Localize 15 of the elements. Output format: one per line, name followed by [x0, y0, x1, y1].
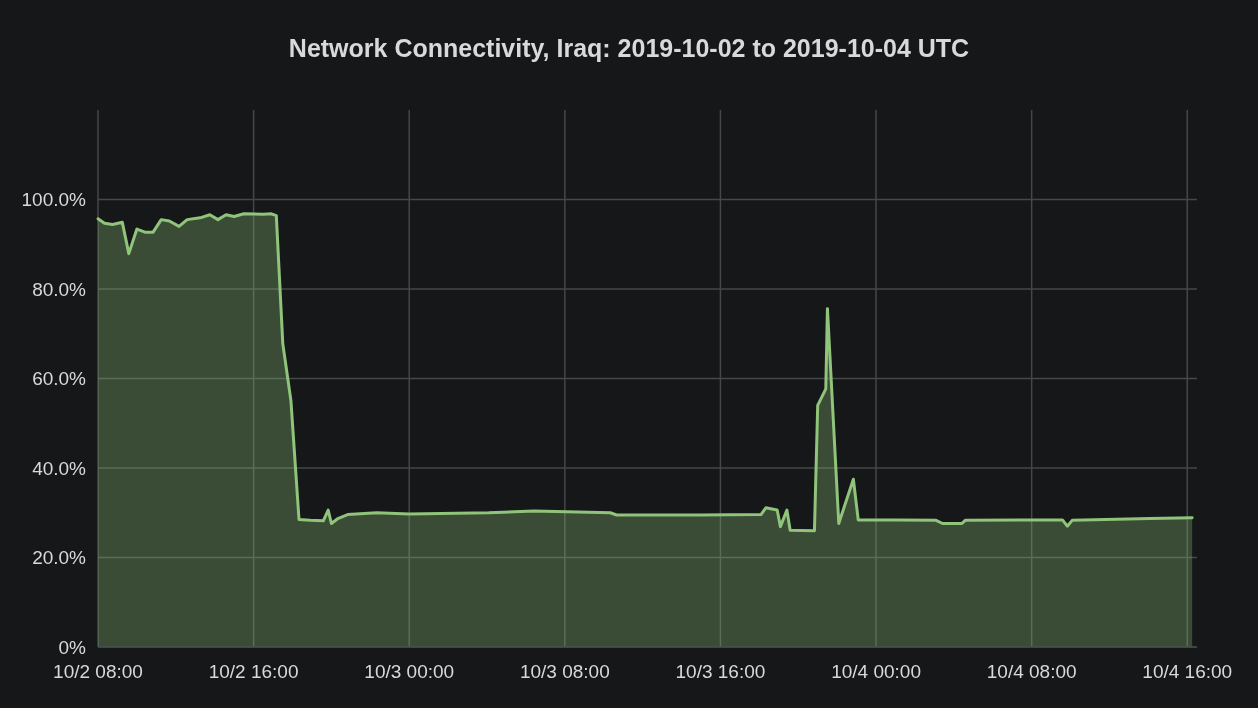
x-tick-label: 10/2 16:00 — [208, 661, 299, 682]
x-tick-label: 10/3 00:00 — [364, 661, 455, 682]
y-tick-label: 80.0% — [32, 278, 87, 300]
x-tick-label: 10/3 16:00 — [675, 661, 766, 682]
y-tick-label: 40.0% — [32, 457, 87, 479]
x-tick-label: 10/4 00:00 — [831, 661, 921, 682]
y-tick-label: 100.0% — [21, 189, 87, 211]
x-tick-label: 10/4 16:00 — [1142, 661, 1233, 682]
y-tick-label: 20.0% — [32, 547, 87, 569]
x-tick-label: 10/4 08:00 — [986, 661, 1077, 682]
x-tick-label: 10/2 08:00 — [53, 661, 143, 682]
y-tick-label: 60.0% — [32, 368, 87, 390]
chart-title: Network Connectivity, Iraq: 2019-10-02 to 2019-10-04 UTC — [288, 34, 970, 62]
x-tick-label: 10/3 08:00 — [519, 661, 610, 682]
y-tick-label: 0% — [58, 636, 87, 658]
